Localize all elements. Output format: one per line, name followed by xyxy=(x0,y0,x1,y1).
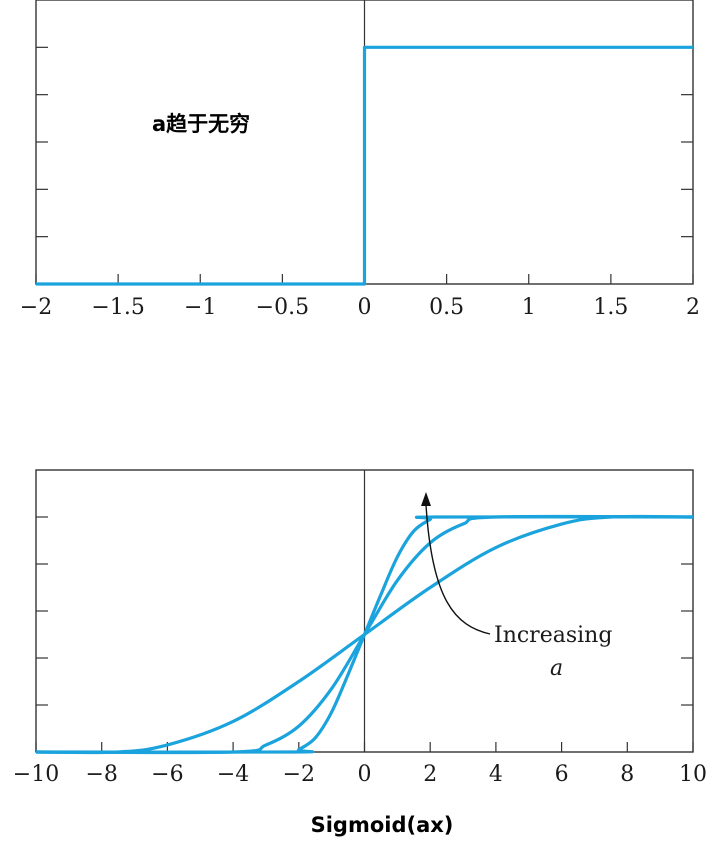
x-tick-label: −1.5 xyxy=(91,295,144,320)
x-tick-label: 10 xyxy=(679,762,707,787)
annotation-increasing: Increasing xyxy=(494,623,612,648)
x-tick-label: 2 xyxy=(686,295,700,320)
x-tick-labels: −2 −1.5 −1 −0.5 0 0.5 1 1.5 2 xyxy=(20,295,700,320)
x-tick-label: 8 xyxy=(620,762,634,787)
chart-annotation: a趋于无穷 xyxy=(152,112,250,136)
series-group xyxy=(35,514,694,755)
series-line-1 xyxy=(36,45,693,286)
x-tick-label: 6 xyxy=(555,762,569,787)
x-axis-label: Sigmoid(ax) xyxy=(311,813,454,837)
x-tick-label: −4 xyxy=(217,762,249,787)
sigmoid-chart: −10 −8 −6 −4 −2 0 2 4 6 8 10 Increasing a Sigmoid(… xyxy=(13,469,707,837)
tick-marks xyxy=(35,46,694,284)
step-chart: −2 −1.5 −1 −0.5 0 0.5 1 1.5 2 a趋于无穷 xyxy=(20,0,700,320)
x-tick-label: −10 xyxy=(13,762,59,787)
x-tick-label: −8 xyxy=(85,762,117,787)
x-tick-label: −0.5 xyxy=(256,295,309,320)
x-tick-label: −2 xyxy=(20,295,52,320)
x-tick-label: 4 xyxy=(489,762,503,787)
x-tick-label: −6 xyxy=(151,762,183,787)
x-tick-label: −2 xyxy=(283,762,315,787)
x-tick-label: 2 xyxy=(423,762,437,787)
series-group xyxy=(36,45,693,286)
annotation-arrow xyxy=(425,504,491,635)
series-line-3 xyxy=(35,514,694,755)
arrow-head xyxy=(421,492,431,506)
x-tick-labels: −10 −8 −6 −4 −2 0 2 4 6 8 10 xyxy=(13,762,707,787)
x-tick-label: 0.5 xyxy=(429,295,464,320)
x-tick-label: 1 xyxy=(522,295,536,320)
x-tick-label: −1 xyxy=(184,295,216,320)
x-tick-label: 1.5 xyxy=(593,295,628,320)
x-tick-label: 0 xyxy=(358,762,372,787)
annotation-a: a xyxy=(550,656,563,681)
x-tick-label: 0 xyxy=(358,295,372,320)
